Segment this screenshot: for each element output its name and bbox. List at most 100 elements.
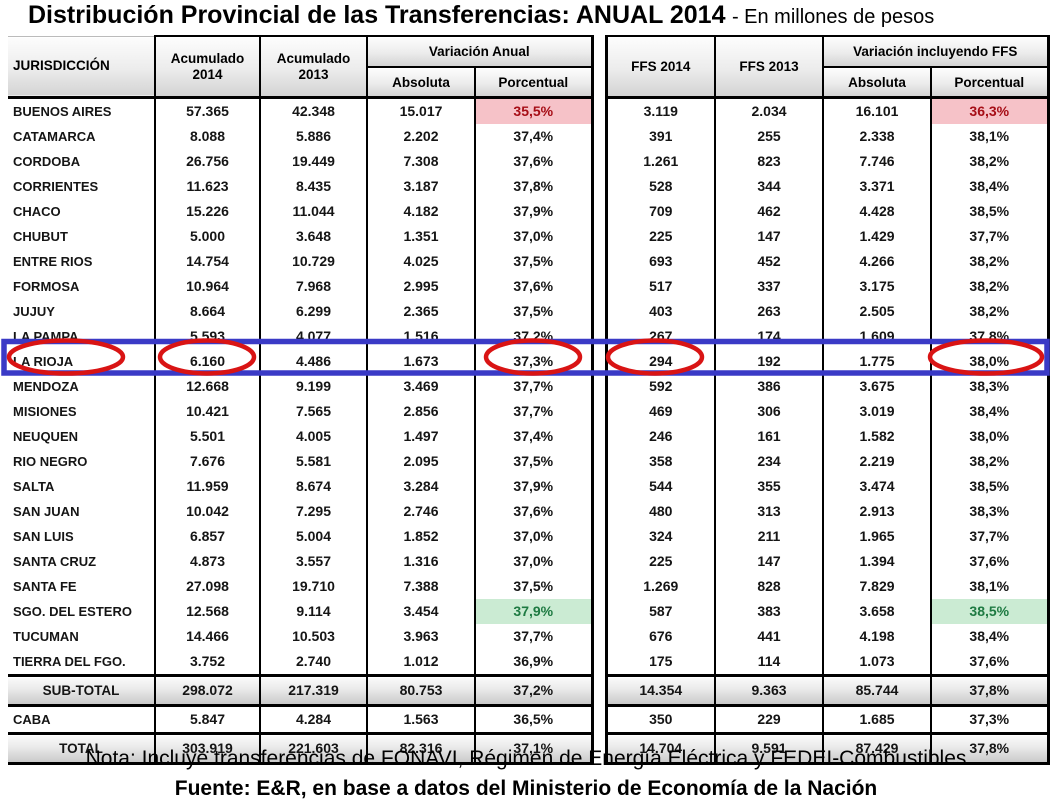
table-row-left: FORMOSA 10.964 7.968 2.995 37,6% [8,274,594,299]
acumulado-2013-cell: 4.486 [259,349,368,374]
jurisdiccion-cell: ENTRE RIOS [8,249,156,274]
ffs-2014-cell: 480 [605,499,717,524]
table-row-right: 709 462 4.428 38,5% [605,199,1050,224]
variacion-absoluta-cell: 15.017 [366,97,476,124]
table-row-left: CATAMARCA 8.088 5.886 2.202 37,4% [8,124,594,149]
table-row-right: 350 229 1.685 37,3% [605,705,1050,734]
table-row-right: 246 161 1.582 38,0% [605,424,1050,449]
ffs-2014-cell: 294 [605,349,717,374]
table-row-left: LA PAMPA 5.593 4.077 1.516 37,2% [8,324,594,349]
jurisdiccion-cell: LA PAMPA [8,324,156,349]
ffs-2013-cell: 337 [714,274,825,299]
variacion-absoluta-cell: 1.012 [366,649,476,676]
variacion-ffs-absoluta-cell: 7.829 [822,574,933,599]
ffs-2013-cell: 161 [714,424,825,449]
page-title: Distribución Provincial de las Transfere… [28,1,934,30]
header-absoluta-ffs: Absoluta [822,66,933,99]
ffs-2013-cell: 441 [714,624,825,649]
table-row-right: 175 114 1.073 37,6% [605,649,1050,676]
variacion-ffs-absoluta-cell: 1.775 [822,349,933,374]
header-absoluta: Absoluta [366,66,476,99]
footnote-fuente: Fuente: E&R, en base a datos del Ministe… [174,777,878,800]
header-jurisdiccion: JURISDICCIÓN [8,35,156,99]
variacion-absoluta-cell: 2.095 [366,449,476,474]
table-row-left: RIO NEGRO 7.676 5.581 2.095 37,5% [8,449,594,474]
variacion-absoluta-cell: 7.308 [366,149,476,174]
jurisdiccion-cell: BUENOS AIRES [8,97,156,124]
transfers-tables: JURISDICCIÓN Acumulado 2014 Acumulado 20… [8,35,1050,765]
ffs-2013-cell: 114 [714,649,825,676]
ffs-2013-cell: 828 [714,574,825,599]
ffs-2013-cell: 2.034 [714,97,825,124]
acumulado-2013-cell: 10.503 [259,624,368,649]
table-row-left: MENDOZA 12.668 9.199 3.469 37,7% [8,374,594,399]
ffs-2014-cell: 175 [605,649,717,676]
ffs-2014-cell: 391 [605,124,717,149]
variacion-porcentual-cell: 37,3% [473,349,594,374]
acumulado-2014-cell: 10.042 [154,499,261,524]
ffs-2014-cell: 14.354 [605,674,717,707]
ffs-2014-cell: 246 [605,424,717,449]
acumulado-2013-cell: 4.284 [259,705,368,734]
acumulado-2013-cell: 19.449 [259,149,368,174]
header-ffs-2014: FFS 2014 [605,35,717,99]
variacion-absoluta-cell: 1.563 [366,705,476,734]
jurisdiccion-cell: RIO NEGRO [8,449,156,474]
variacion-porcentual-cell: 37,0% [473,524,594,549]
table-row-left: BUENOS AIRES 57.365 42.348 15.017 35,5% [8,97,594,124]
ffs-2014-cell: 1.269 [605,574,717,599]
table-row-left: TOTAL 303.919 221.603 82.316 37,1% [8,732,594,765]
jurisdiccion-cell: SAN LUIS [8,524,156,549]
table-row-left: SGO. DEL ESTERO 12.568 9.114 3.454 37,9% [8,599,594,624]
variacion-porcentual-cell: 37,5% [473,449,594,474]
variacion-porcentual-cell: 37,4% [473,124,594,149]
jurisdiccion-cell: FORMOSA [8,274,156,299]
ffs-2013-cell: 263 [714,299,825,324]
variacion-ffs-absoluta-cell: 1.429 [822,224,933,249]
acumulado-2014-cell: 8.664 [154,299,261,324]
variacion-ffs-absoluta-cell: 4.428 [822,199,933,224]
variacion-absoluta-cell: 1.497 [366,424,476,449]
ffs-2013-cell: 344 [714,174,825,199]
variacion-ffs-porcentual-cell: 38,2% [930,274,1050,299]
table-row-right: 294 192 1.775 38,0% [605,349,1050,374]
jurisdiccion-cell: TIERRA DEL FGO. [8,649,156,676]
variacion-ffs-absoluta-cell: 1.965 [822,524,933,549]
ffs-2013-cell: 383 [714,599,825,624]
acumulado-2013-cell: 19.710 [259,574,368,599]
table-row-right: 14.354 9.363 85.744 37,8% [605,674,1050,707]
variacion-porcentual-cell: 37,5% [473,249,594,274]
acumulado-2014-cell: 3.752 [154,649,261,676]
ffs-2013-cell: 192 [714,349,825,374]
header-porcentual-ffs: Porcentual [930,66,1050,99]
table-row-left: SALTA 11.959 8.674 3.284 37,9% [8,474,594,499]
acumulado-2013-cell: 7.295 [259,499,368,524]
variacion-absoluta-cell: 80.753 [366,674,476,707]
ffs-2014-cell: 469 [605,399,717,424]
table-row-right: 225 147 1.429 37,7% [605,224,1050,249]
variacion-ffs-absoluta-cell: 1.685 [822,705,933,734]
ffs-2013-cell: 9.591 [714,732,825,765]
table-body-right: 3.119 2.034 16.101 36,3% 391 255 2.338 38,1% 1.2… [605,97,1050,765]
ffs-2013-cell: 386 [714,374,825,399]
variacion-ffs-porcentual-cell: 37,8% [930,324,1050,349]
variacion-ffs-absoluta-cell: 4.266 [822,249,933,274]
ffs-2014-cell: 592 [605,374,717,399]
variacion-porcentual-cell: 37,8% [473,174,594,199]
acumulado-2013-cell: 5.004 [259,524,368,549]
jurisdiccion-cell: MISIONES [8,399,156,424]
ffs-2013-cell: 313 [714,499,825,524]
variacion-porcentual-cell: 37,9% [473,474,594,499]
jurisdiccion-cell: CHUBUT [8,224,156,249]
variacion-ffs-porcentual-cell: 37,6% [930,549,1050,574]
ffs-2014-cell: 324 [605,524,717,549]
variacion-absoluta-cell: 2.856 [366,399,476,424]
variacion-porcentual-cell: 37,0% [473,224,594,249]
table-row-left: CORRIENTES 11.623 8.435 3.187 37,8% [8,174,594,199]
variacion-porcentual-cell: 37,7% [473,624,594,649]
transfers-table-right: FFS 2014 FFS 2013 Variación incluyendo F… [604,35,1050,765]
acumulado-2013-cell: 217.319 [259,674,368,707]
variacion-ffs-absoluta-cell: 85.744 [822,674,933,707]
variacion-ffs-porcentual-cell: 37,3% [930,705,1050,734]
ffs-2014-cell: 517 [605,274,717,299]
